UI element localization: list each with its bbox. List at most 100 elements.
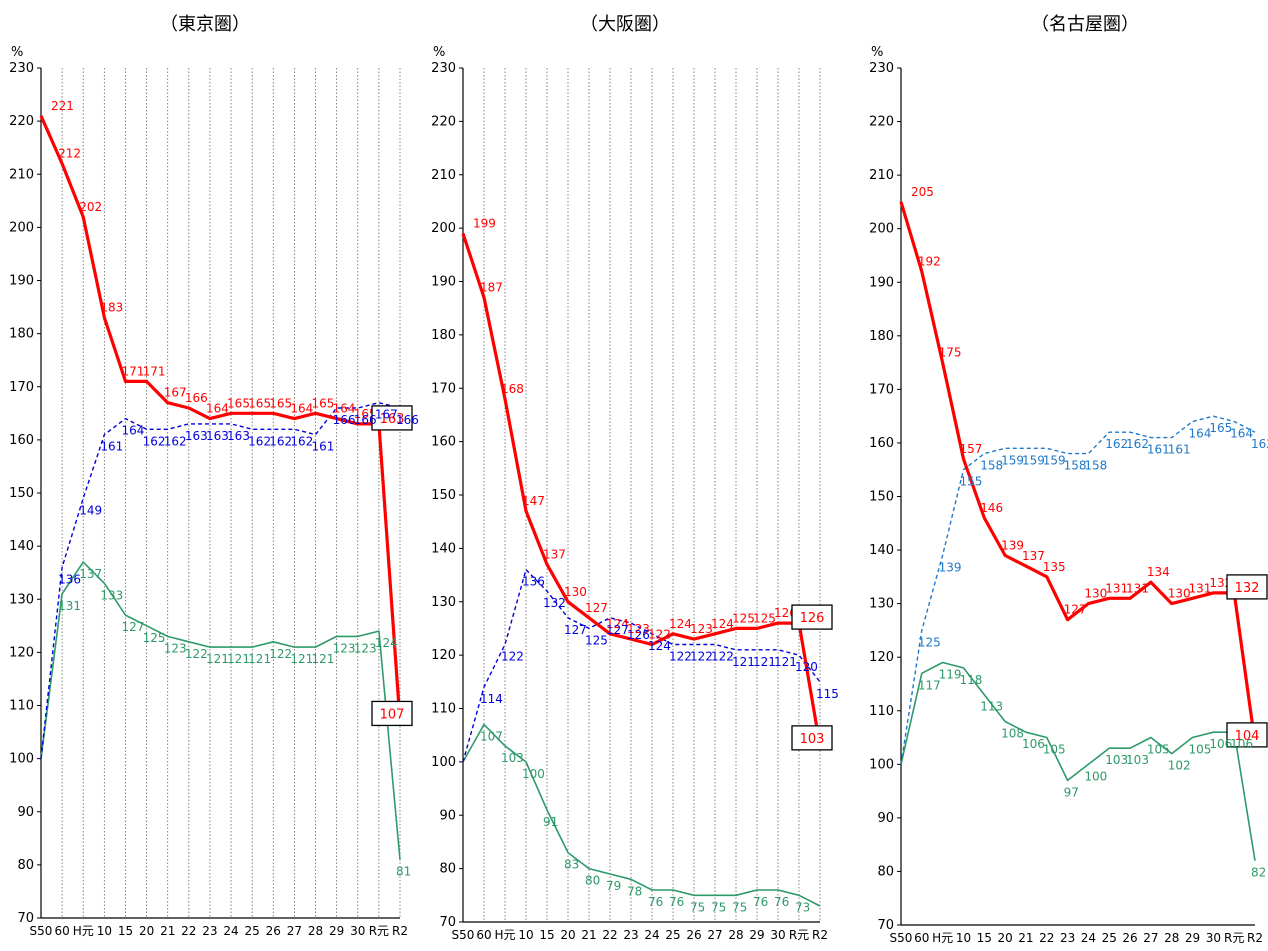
- series-line-green: [900, 661, 1256, 861]
- x-tick-label: 20: [560, 928, 575, 942]
- y-tick-label: 230: [869, 61, 894, 76]
- data-label: 134: [1147, 565, 1170, 579]
- data-label: 162: [269, 434, 292, 448]
- data-label: 114: [480, 692, 503, 706]
- y-tick-label: 120: [431, 648, 456, 663]
- y-tick-label: 140: [9, 539, 34, 554]
- data-label: 115: [816, 687, 839, 701]
- data-label: 105: [1043, 743, 1066, 757]
- data-label: 147: [522, 494, 545, 508]
- data-label: 149: [79, 503, 102, 517]
- x-tick-label: 29: [1185, 931, 1200, 945]
- data-label: 165: [312, 396, 335, 410]
- y-tick-label: 190: [869, 275, 894, 290]
- data-label: 125: [143, 631, 166, 645]
- data-label: 108: [1001, 726, 1024, 740]
- x-tick-label: 26: [266, 924, 281, 938]
- y-tick-label: 130: [869, 597, 894, 612]
- y-tick-label: 180: [869, 329, 894, 344]
- y-tick-label: 90: [877, 811, 894, 826]
- data-label: 158: [1084, 459, 1107, 473]
- y-tick-label: 90: [439, 808, 456, 823]
- highlight-box: [1226, 574, 1268, 600]
- chart-title: （名古屋圏）: [1031, 14, 1139, 35]
- x-tick-label: 24: [223, 924, 238, 938]
- y-tick-label: 80: [439, 862, 456, 877]
- y-tick-label: 150: [869, 490, 894, 505]
- x-tick-label: 23: [623, 928, 638, 942]
- series-line-blue: [40, 402, 401, 759]
- data-label: 122: [501, 649, 524, 663]
- data-label: 121: [206, 652, 229, 666]
- x-tick-label: 30: [1206, 931, 1221, 945]
- x-tick-label: 20: [997, 931, 1012, 945]
- x-tick-label: R元: [789, 928, 809, 942]
- data-label: 136: [58, 572, 81, 586]
- data-label: 124: [606, 617, 629, 631]
- y-tick-label: 80: [17, 858, 34, 873]
- data-label: 123: [333, 641, 356, 655]
- data-label: 136: [522, 575, 545, 589]
- data-label: 163: [185, 429, 208, 443]
- y-tick-label: 110: [869, 704, 894, 719]
- data-label: 163: [227, 429, 250, 443]
- y-tick-label: 80: [877, 864, 894, 879]
- y-tick-label: 150: [9, 486, 34, 501]
- y-tick-label: 230: [9, 61, 34, 76]
- data-label: 221: [51, 99, 74, 113]
- data-label: 127: [585, 601, 608, 615]
- x-tick-label: 60: [54, 924, 69, 938]
- data-label: 103: [501, 751, 524, 765]
- data-label: 124: [648, 639, 671, 653]
- data-label: 122: [269, 647, 292, 661]
- x-tick-label: 26: [686, 928, 701, 942]
- data-label: 164: [290, 402, 313, 416]
- data-label: 130: [564, 585, 587, 599]
- data-label: 162: [290, 434, 313, 448]
- y-tick-label: 160: [869, 436, 894, 451]
- y-tick-label: 90: [17, 805, 34, 820]
- data-label: 122: [690, 649, 713, 663]
- x-tick-label: H元: [494, 928, 515, 942]
- y-tick-label: 100: [869, 757, 894, 772]
- data-label: 130: [1084, 587, 1107, 601]
- data-label: 113: [980, 700, 1003, 714]
- data-label-boxed: 163: [380, 412, 405, 427]
- y-tick-label: 180: [431, 328, 456, 343]
- data-label: 130: [1168, 587, 1191, 601]
- data-label: 121: [312, 652, 335, 666]
- data-label: 199: [473, 216, 496, 230]
- x-tick-label: 24: [1081, 931, 1096, 945]
- data-label: 97: [1064, 785, 1079, 799]
- data-label: 83: [564, 858, 579, 872]
- data-label: 81: [396, 865, 411, 879]
- data-label: 164: [121, 424, 144, 438]
- y-tick-label: 70: [439, 915, 456, 930]
- x-tick-label: 30: [350, 924, 365, 938]
- y-tick-label: 130: [9, 592, 34, 607]
- data-label: 125: [585, 633, 608, 647]
- y-tick-label: 120: [9, 645, 34, 660]
- x-tick-label: 10: [518, 928, 533, 942]
- data-label: 121: [732, 655, 755, 669]
- data-label: 125: [918, 635, 941, 649]
- x-tick-label: 27: [1143, 931, 1158, 945]
- data-label: 131: [1105, 581, 1128, 595]
- data-label: 121: [774, 655, 797, 669]
- data-label: 164: [1189, 427, 1212, 441]
- data-label: 162: [143, 434, 166, 448]
- x-tick-label: 10: [956, 931, 971, 945]
- y-tick-label: 200: [431, 221, 456, 236]
- data-label: 117: [918, 678, 941, 692]
- data-label: 162: [1105, 437, 1128, 451]
- data-label: 123: [690, 622, 713, 636]
- x-tick-label: R元: [369, 924, 389, 938]
- data-label: 76: [774, 895, 789, 909]
- data-label: 125: [753, 611, 776, 625]
- data-label: 91: [543, 815, 558, 829]
- x-tick-label: 60: [476, 928, 491, 942]
- data-label: 122: [185, 647, 208, 661]
- data-label: 107: [480, 730, 503, 744]
- y-tick-label: 160: [9, 433, 34, 448]
